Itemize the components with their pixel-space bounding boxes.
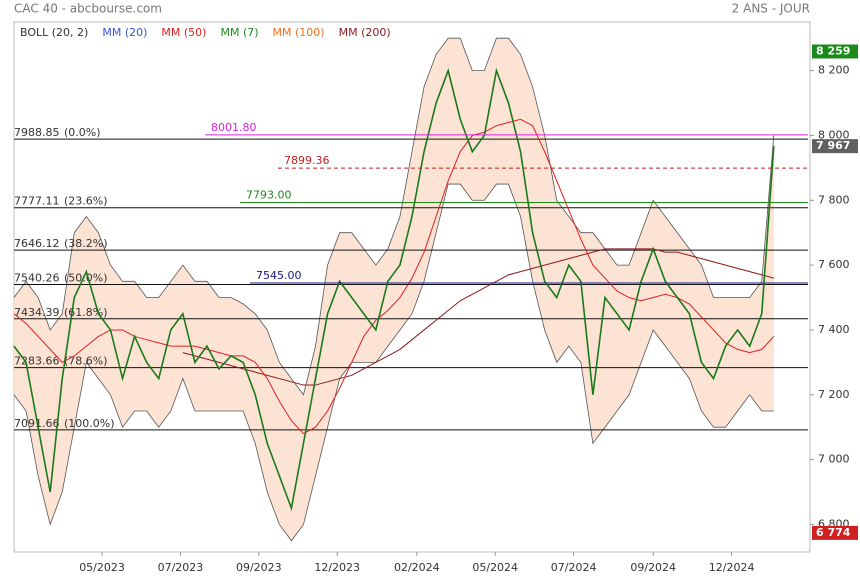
y-tick-label: 7 400 <box>818 323 850 336</box>
fib-value: 7777.11 <box>14 195 60 208</box>
x-tick-label: 12/2023 <box>314 561 360 574</box>
bollinger-band <box>14 38 774 541</box>
x-tick-label: 07/2024 <box>551 561 597 574</box>
price-marker <box>812 525 858 540</box>
level-label: 7545.00 <box>256 269 302 282</box>
x-tick-label: 05/2024 <box>472 561 518 574</box>
level-label: 7793.00 <box>246 189 292 202</box>
fib-value: 7988.85 <box>14 126 60 139</box>
series-line <box>13 118 775 435</box>
band-upper <box>13 37 775 396</box>
chart-title: CAC 40 - abcbourse.com <box>14 2 162 16</box>
series-line <box>13 67 775 512</box>
y-tick-label: 7 200 <box>818 388 850 401</box>
y-tick-label: 7 000 <box>818 453 850 466</box>
fib-value: 7434.39 <box>14 306 60 319</box>
series-line <box>182 248 774 386</box>
legend-entry: MM (50) <box>161 26 206 39</box>
legend-entry: MM (200) <box>339 26 391 39</box>
fib-pct: (50.0%) <box>64 271 108 284</box>
x-tick-label: 05/2023 <box>79 561 125 574</box>
legend-entry: MM (7) <box>220 26 258 39</box>
level-label: 7899.36 <box>284 154 330 167</box>
chart-period: 2 ANS - JOUR <box>732 2 810 16</box>
legend-entry: MM (20) <box>102 26 147 39</box>
y-tick-label: 8 200 <box>818 64 850 77</box>
y-tick-label: 7 600 <box>818 258 850 271</box>
fib-value: 7540.26 <box>14 271 60 284</box>
fib-pct: (0.0%) <box>64 126 101 139</box>
x-tick-label: 02/2024 <box>394 561 440 574</box>
level-label: 8001.80 <box>211 121 257 134</box>
band-lower <box>13 183 774 542</box>
y-tick-label: 7 800 <box>818 193 850 206</box>
fib-pct: (38.2%) <box>64 237 108 250</box>
fib-pct: (23.6%) <box>64 195 108 208</box>
fib-value: 7283.66 <box>14 355 60 368</box>
x-tick-label: 07/2023 <box>158 561 204 574</box>
price-marker <box>812 44 858 59</box>
price-marker <box>812 139 858 154</box>
price-marker-label: 7 967 <box>816 139 850 152</box>
x-tick-label: 12/2024 <box>709 561 755 574</box>
y-tick-label: 8 000 <box>818 128 850 141</box>
x-tick-label: 09/2024 <box>630 561 676 574</box>
fib-pct: (100.0%) <box>64 417 115 430</box>
legend-entry: MM (100) <box>273 26 325 39</box>
x-tick-label: 09/2023 <box>236 561 282 574</box>
fib-pct: (78.6%) <box>64 355 108 368</box>
price-marker-label: 8 259 <box>816 44 850 57</box>
legend-entry: BOLL (20, 2) <box>20 26 88 39</box>
fib-value: 7646.12 <box>14 237 60 250</box>
price-marker-label: 6 774 <box>816 526 851 539</box>
plot-frame <box>13 21 811 553</box>
